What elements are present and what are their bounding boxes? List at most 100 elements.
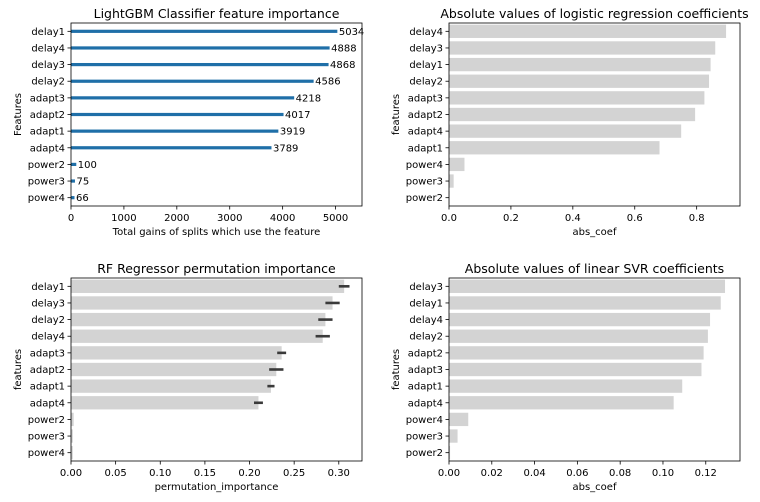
bar-adapt4 [449, 396, 674, 410]
ytick-label-delay4: delay4 [409, 27, 443, 38]
bar-delay4 [71, 329, 323, 343]
xtick-label-4: 0.08 [609, 468, 631, 479]
bar-power3 [71, 179, 75, 183]
y-axis-label: features [391, 94, 402, 135]
bar-power2 [71, 412, 74, 427]
ytick-label-delay4: delay4 [31, 43, 65, 54]
bar-delay3 [71, 296, 333, 310]
bar-adapt4 [449, 124, 682, 138]
bar-adapt1 [449, 379, 683, 393]
bar-adapt4 [71, 146, 272, 150]
xtick-label-0: 0 [68, 213, 74, 224]
xtick-label-0: 0.0 [441, 213, 457, 224]
bar-delay2 [449, 329, 708, 343]
bar-delay1 [71, 279, 345, 293]
xtick-label-3: 0.15 [194, 468, 216, 479]
bar-delay2 [71, 312, 326, 327]
bar-power2 [71, 162, 77, 167]
chart-title: RF Regressor permutation importance [97, 261, 336, 276]
ytick-label-power3: power3 [28, 177, 65, 188]
ytick-label-delay1: delay1 [31, 27, 65, 38]
xtick-label-5: 5000 [323, 213, 348, 224]
ytick-label-adapt3: adapt3 [30, 348, 65, 359]
ytick-label-adapt1: adapt1 [408, 382, 443, 393]
bar-power4 [71, 196, 75, 200]
x-axis-label: abs_coef [573, 227, 617, 238]
bar-power4 [449, 157, 465, 172]
ytick-label-power2: power2 [28, 415, 65, 426]
ytick-label-adapt4: adapt4 [30, 398, 65, 409]
ytick-label-power4: power4 [28, 448, 65, 459]
bar-adapt4 [71, 396, 259, 410]
chart-panel-2: delay4 delay3 delay1 delay2 adapt3 adapt2 adap… [391, 6, 749, 238]
ytick-label-delay2: delay2 [31, 315, 65, 326]
ytick-label-delay3: delay3 [409, 43, 443, 54]
ytick-label-power2: power2 [406, 193, 443, 204]
xtick-label-1: 0.2 [503, 213, 519, 224]
xtick-label-2: 0.10 [149, 468, 171, 479]
bar-adapt3 [71, 96, 295, 100]
ytick-label-delay1: delay1 [31, 282, 65, 293]
chart-panel-1: 5034 4888 4868 4586 4218 4017 3919 3789 100 75 66 d… [13, 6, 364, 238]
xtick-label-4: 4000 [270, 213, 295, 224]
ytick-label-adapt1: adapt1 [30, 382, 65, 393]
bar-delay1 [449, 57, 711, 72]
xtick-label-5: 0.10 [652, 468, 674, 479]
bar-power4 [71, 446, 73, 460]
xtick-label-3: 3000 [217, 213, 242, 224]
ytick-label-adapt2: adapt2 [408, 348, 443, 359]
bar-adapt2 [449, 346, 704, 360]
data-label-adapt3: 4218 [296, 93, 321, 104]
xtick-label-5: 0.25 [283, 468, 305, 479]
bar-adapt3 [449, 91, 705, 105]
ytick-label-delay2: delay2 [409, 332, 443, 343]
chart-title: Absolute values of logistic regression c… [440, 6, 748, 21]
y-axis-label: Features [13, 93, 24, 136]
data-label-power4: 66 [76, 193, 89, 204]
ytick-label-delay2: delay2 [31, 77, 65, 88]
xtick-label-1: 0.05 [104, 468, 126, 479]
bar-delay2 [71, 79, 314, 83]
ytick-label-delay3: delay3 [409, 282, 443, 293]
bar-delay1 [449, 296, 721, 310]
ytick-label-power3: power3 [406, 432, 443, 443]
ytick-label-adapt4: adapt4 [408, 127, 443, 138]
ytick-label-power4: power4 [28, 193, 65, 204]
data-label-delay4: 4888 [331, 43, 356, 54]
ytick-label-adapt2: adapt2 [30, 365, 65, 376]
xtick-label-1: 0.02 [481, 468, 503, 479]
ytick-label-adapt2: adapt2 [30, 110, 65, 121]
bar-power3 [449, 174, 454, 188]
ytick-label-adapt4: adapt4 [30, 143, 65, 154]
ytick-label-power4: power4 [406, 160, 443, 171]
xtick-label-0: 0.00 [438, 468, 460, 479]
bar-adapt1 [449, 141, 660, 155]
data-label-power3: 75 [76, 177, 89, 188]
bar-adapt1 [71, 379, 271, 393]
data-label-adapt1: 3919 [280, 127, 305, 138]
chart-title: Absolute values of linear SVR coefficien… [465, 261, 724, 276]
data-label-power2: 100 [78, 160, 97, 171]
xtick-label-1: 1000 [111, 213, 136, 224]
data-label-adapt2: 4017 [285, 110, 310, 121]
bar-power3 [71, 429, 73, 443]
ytick-label-adapt4: adapt4 [408, 398, 443, 409]
ytick-label-delay3: delay3 [31, 298, 65, 309]
ytick-label-power3: power3 [28, 432, 65, 443]
xtick-label-0: 0.00 [60, 468, 82, 479]
ytick-label-delay1: delay1 [409, 298, 443, 309]
xtick-label-4: 0.8 [689, 213, 705, 224]
bar-adapt3 [449, 362, 702, 377]
ytick-label-power2: power2 [406, 448, 443, 459]
chart-panel-3: delay1 delay3 delay2 delay4 adapt3 adapt2 adap… [13, 261, 363, 493]
ytick-label-delay1: delay1 [409, 60, 443, 71]
bar-adapt2 [449, 107, 696, 122]
data-label-delay3: 4868 [330, 60, 355, 71]
bar-power4 [449, 412, 469, 427]
bar-adapt2 [71, 362, 277, 377]
bar-delay4 [71, 46, 330, 50]
xtick-label-3: 0.6 [627, 213, 643, 224]
bar-delay4 [449, 312, 711, 327]
bar-delay3 [449, 41, 716, 55]
